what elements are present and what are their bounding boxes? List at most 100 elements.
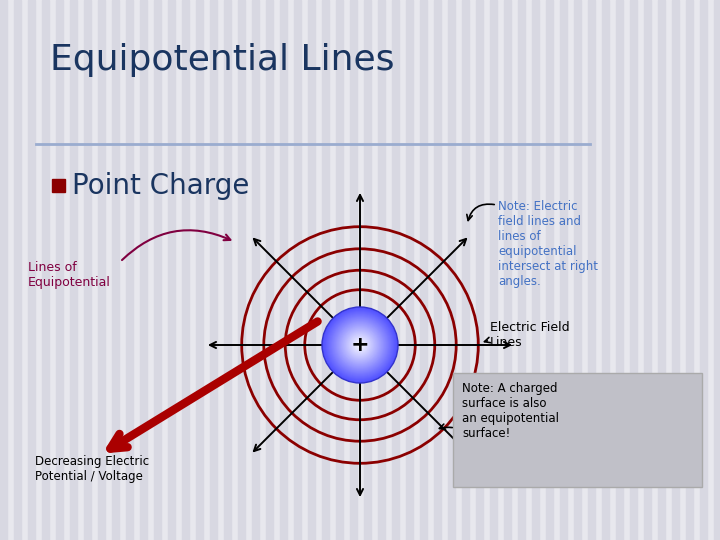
Circle shape: [323, 308, 397, 382]
Circle shape: [339, 324, 381, 366]
Circle shape: [355, 340, 365, 350]
Circle shape: [349, 334, 371, 356]
Bar: [546, 0, 553, 540]
Bar: [280, 0, 287, 540]
Bar: [112, 0, 119, 540]
Circle shape: [334, 319, 386, 371]
Bar: [266, 0, 273, 540]
Circle shape: [332, 317, 388, 373]
Text: Note: Electric
field lines and
lines of
equipotential
intersect at right
angles.: Note: Electric field lines and lines of …: [498, 200, 598, 288]
Circle shape: [359, 344, 361, 346]
Bar: [140, 0, 147, 540]
Bar: [294, 0, 301, 540]
Bar: [322, 0, 329, 540]
Text: +: +: [351, 335, 369, 355]
Bar: [448, 0, 455, 540]
Circle shape: [327, 312, 393, 378]
Bar: [392, 0, 399, 540]
Circle shape: [340, 325, 380, 365]
Bar: [308, 0, 315, 540]
Bar: [490, 0, 497, 540]
Bar: [126, 0, 133, 540]
Circle shape: [341, 326, 379, 364]
Bar: [56, 0, 63, 540]
Circle shape: [325, 310, 395, 380]
Circle shape: [343, 328, 377, 362]
Circle shape: [347, 332, 373, 358]
Circle shape: [335, 320, 385, 370]
Circle shape: [337, 322, 383, 368]
Circle shape: [326, 311, 394, 379]
Bar: [714, 0, 720, 540]
Circle shape: [348, 333, 372, 357]
Bar: [154, 0, 161, 540]
Bar: [336, 0, 343, 540]
Bar: [532, 0, 539, 540]
Bar: [28, 0, 35, 540]
Bar: [52, 179, 65, 192]
Bar: [504, 0, 511, 540]
Bar: [616, 0, 623, 540]
Text: Note: A charged
surface is also
an equipotential
surface!: Note: A charged surface is also an equip…: [462, 382, 559, 440]
Bar: [98, 0, 105, 540]
Circle shape: [322, 307, 398, 383]
Circle shape: [353, 338, 367, 352]
Bar: [406, 0, 413, 540]
Circle shape: [333, 318, 387, 372]
Bar: [364, 0, 371, 540]
Text: Equipotential Lines: Equipotential Lines: [50, 44, 395, 77]
Bar: [252, 0, 259, 540]
Circle shape: [350, 335, 370, 355]
Circle shape: [336, 321, 384, 369]
Circle shape: [344, 329, 376, 361]
Text: Point Charge: Point Charge: [72, 172, 249, 200]
Circle shape: [357, 342, 363, 348]
Bar: [0, 0, 7, 540]
Bar: [476, 0, 483, 540]
Circle shape: [356, 341, 364, 349]
Circle shape: [331, 316, 389, 374]
Circle shape: [330, 315, 390, 375]
Bar: [350, 0, 357, 540]
Bar: [658, 0, 665, 540]
Bar: [168, 0, 175, 540]
Bar: [42, 0, 49, 540]
Circle shape: [342, 327, 378, 363]
Bar: [700, 0, 707, 540]
Bar: [602, 0, 609, 540]
Bar: [182, 0, 189, 540]
Circle shape: [346, 331, 374, 359]
Bar: [434, 0, 441, 540]
Text: Decreasing Electric
Potential / Voltage: Decreasing Electric Potential / Voltage: [35, 455, 149, 483]
Text: Electric Field
Lines: Electric Field Lines: [490, 321, 570, 349]
Bar: [196, 0, 203, 540]
Bar: [224, 0, 231, 540]
Bar: [420, 0, 427, 540]
Bar: [630, 0, 637, 540]
Bar: [84, 0, 91, 540]
Bar: [518, 0, 525, 540]
Bar: [238, 0, 245, 540]
Bar: [378, 0, 385, 540]
Circle shape: [345, 330, 375, 360]
Bar: [672, 0, 679, 540]
Text: Lines of
Equipotential: Lines of Equipotential: [28, 261, 111, 289]
Circle shape: [328, 313, 392, 377]
Circle shape: [354, 339, 366, 351]
FancyBboxPatch shape: [453, 373, 702, 487]
Circle shape: [352, 337, 368, 353]
Circle shape: [329, 314, 391, 376]
Bar: [210, 0, 217, 540]
Bar: [574, 0, 581, 540]
Bar: [560, 0, 567, 540]
Bar: [686, 0, 693, 540]
Bar: [70, 0, 77, 540]
Bar: [462, 0, 469, 540]
Circle shape: [324, 309, 396, 381]
Circle shape: [351, 336, 369, 354]
Bar: [588, 0, 595, 540]
Circle shape: [358, 343, 362, 347]
Bar: [644, 0, 651, 540]
Bar: [14, 0, 21, 540]
Circle shape: [338, 323, 382, 367]
